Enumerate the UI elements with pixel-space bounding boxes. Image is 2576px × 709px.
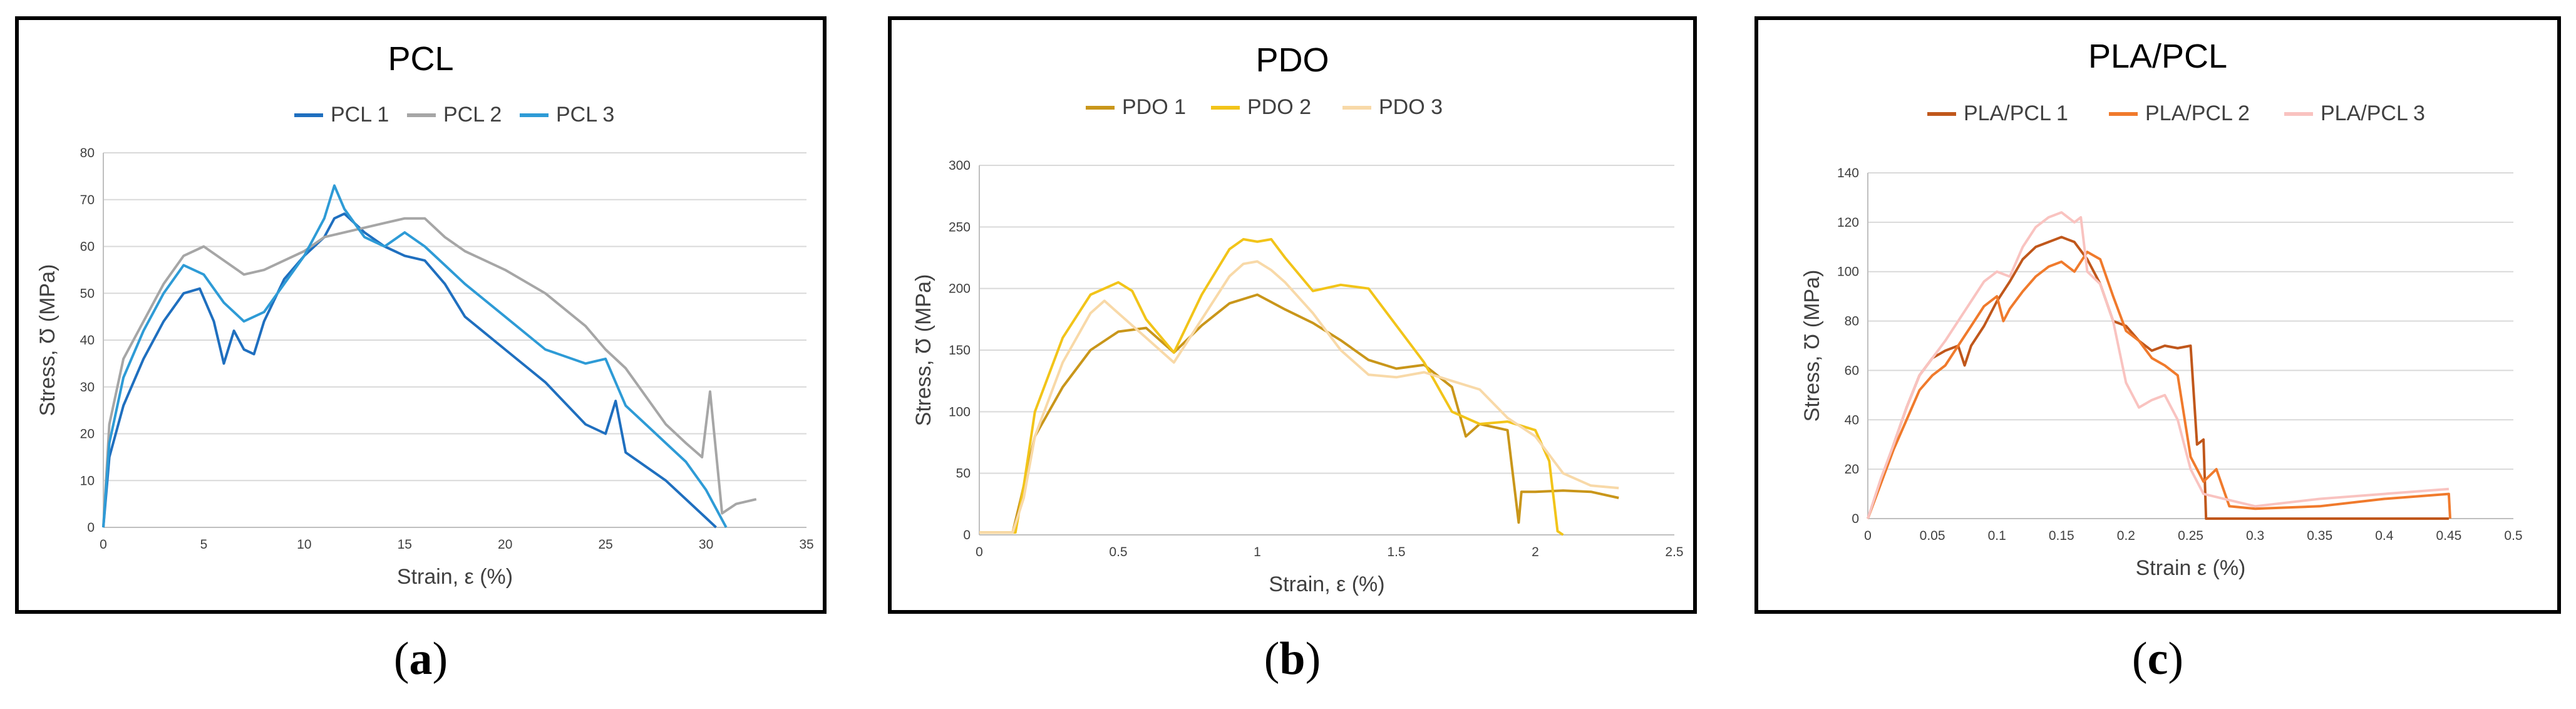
chart-pcl: PCL 0 10 20 30 40 50 60 70 80 0 5 10 15 20 25 30 35 Strain…: [36, 40, 814, 589]
y-tick-label: 80: [80, 146, 95, 160]
legend-entry: PLA/PCL 2: [2145, 101, 2250, 125]
y-tick-label: 0: [963, 528, 971, 542]
y-tick-label: 140: [1837, 166, 1859, 180]
caption-a: (a): [393, 633, 448, 685]
y-tick-label: 20: [80, 427, 95, 442]
series-line-pla-pcl-1: [1867, 235, 2449, 520]
y-tick-label: 120: [1837, 215, 1859, 230]
caption-letter: a: [409, 633, 433, 685]
chart-panel-pla-pcl: PLA/PCL 0 20 40 60 80 100 120 140 0 0.05 0.1 0.15 0.2…: [1754, 16, 2561, 614]
y-tick-label: 0: [1852, 512, 1859, 526]
legend-entry: PCL 3: [556, 103, 614, 127]
x-tick-label: 0.25: [2178, 529, 2203, 543]
y-tick-label: 100: [949, 405, 971, 419]
y-tick-label: 40: [1845, 413, 1859, 427]
caption-b: (b): [1264, 633, 1321, 685]
x-tick-label: 0.5: [2504, 529, 2522, 543]
y-axis-label: Stress, Ʊ (MPa): [36, 264, 59, 417]
chart-panel-pcl: PCL 0 10 20 30 40 50 60 70 80 0 5 10 15 20 25 30 35 Strain…: [15, 16, 827, 614]
y-tick-label: 300: [949, 158, 971, 173]
x-tick-label: 1.5: [1387, 545, 1405, 559]
x-tick-label: 0.4: [2375, 529, 2394, 543]
x-tick-label: 15: [398, 537, 412, 552]
series-line-pcl-1: [102, 212, 717, 529]
y-tick-label: 20: [1845, 462, 1859, 477]
series-line-pdo-2: [979, 238, 1564, 536]
legend-entry: PLA/PCL 1: [1964, 101, 2068, 125]
y-tick-label: 50: [80, 286, 95, 301]
y-tick-label: 70: [80, 193, 95, 207]
x-tick-label: 0.3: [2246, 529, 2264, 543]
series-line-pcl-2: [102, 217, 757, 528]
y-tick-label: 60: [80, 240, 95, 254]
y-tick-label: 200: [949, 282, 971, 296]
x-tick-label: 2: [1532, 545, 1539, 559]
caption-c: (c): [2131, 633, 2184, 685]
series-line-pcl-3: [102, 184, 728, 528]
x-tick-label: 0.45: [2436, 529, 2461, 543]
x-tick-label: 0.1: [1988, 529, 2006, 543]
x-tick-label: 0.15: [2049, 529, 2074, 543]
x-tick-label: 5: [200, 537, 208, 552]
legend-entry: PLA/PCL 3: [2321, 101, 2425, 125]
legend-entry: PCL 2: [443, 103, 502, 127]
y-tick-label: 0: [87, 520, 95, 535]
x-tick-label: 2.5: [1665, 545, 1683, 559]
x-tick-label: 0: [100, 537, 107, 552]
y-axis-label: Stress, Ʊ (MPa): [1800, 270, 1824, 422]
chart-pdo: PDO 0 50 100 150 200 250 300 0 0.5 1 1.5 2 2.5 Strain,…: [912, 41, 1684, 596]
y-tick-label: 250: [949, 220, 971, 234]
y-tick-label: 40: [80, 333, 95, 348]
chart-pla-pcl: PLA/PCL 0 20 40 60 80 100 120 140 0 0.05 0.1 0.15 0.2…: [1800, 38, 2523, 580]
x-tick-label: 0.5: [1109, 545, 1127, 559]
chart-panel-pdo: PDO 0 50 100 150 200 250 300 0 0.5 1 1.5 2 2.5 Strain,…: [888, 16, 1697, 614]
x-tick-label: 20: [498, 537, 512, 552]
legend-entry: PDO 2: [1247, 95, 1311, 119]
y-tick-label: 60: [1845, 363, 1859, 378]
series-line-pla-pcl-2: [1867, 251, 2451, 519]
x-tick-label: 0: [1864, 529, 1872, 543]
legend-entry: PCL 1: [331, 103, 389, 127]
x-axis-label: Strain ε (%): [2136, 556, 2246, 580]
caption-letter: c: [2147, 633, 2168, 685]
legend-entry: PDO 3: [1379, 95, 1443, 119]
x-tick-label: 35: [799, 537, 813, 552]
legend-entry: PDO 1: [1122, 95, 1186, 119]
series-line-pdo-1: [979, 293, 1619, 534]
x-tick-label: 10: [297, 537, 311, 552]
y-tick-label: 50: [956, 467, 971, 481]
y-tick-label: 100: [1837, 265, 1859, 279]
chart-title: PCL: [388, 40, 453, 78]
series-line-pdo-3: [979, 260, 1619, 534]
x-axis-label: Strain, ε (%): [397, 565, 513, 589]
x-tick-label: 30: [699, 537, 713, 552]
y-tick-label: 10: [80, 474, 95, 488]
caption-letter: b: [1279, 633, 1306, 685]
x-axis-label: Strain, ε (%): [1269, 572, 1384, 596]
series-line-pla-pcl-3: [1867, 211, 2450, 519]
x-tick-label: 0: [976, 545, 983, 559]
x-tick-label: 25: [598, 537, 612, 552]
x-tick-label: 0.35: [2307, 529, 2332, 543]
chart-title: PLA/PCL: [2088, 38, 2227, 75]
x-tick-label: 0.2: [2117, 529, 2135, 543]
y-axis-label: Stress, Ʊ (MPa): [912, 274, 935, 427]
x-tick-label: 0.05: [1920, 529, 1945, 543]
y-tick-label: 150: [949, 343, 971, 358]
x-tick-label: 1: [1254, 545, 1261, 559]
y-tick-label: 80: [1845, 314, 1859, 329]
chart-title: PDO: [1255, 41, 1329, 79]
y-tick-label: 30: [80, 380, 95, 395]
